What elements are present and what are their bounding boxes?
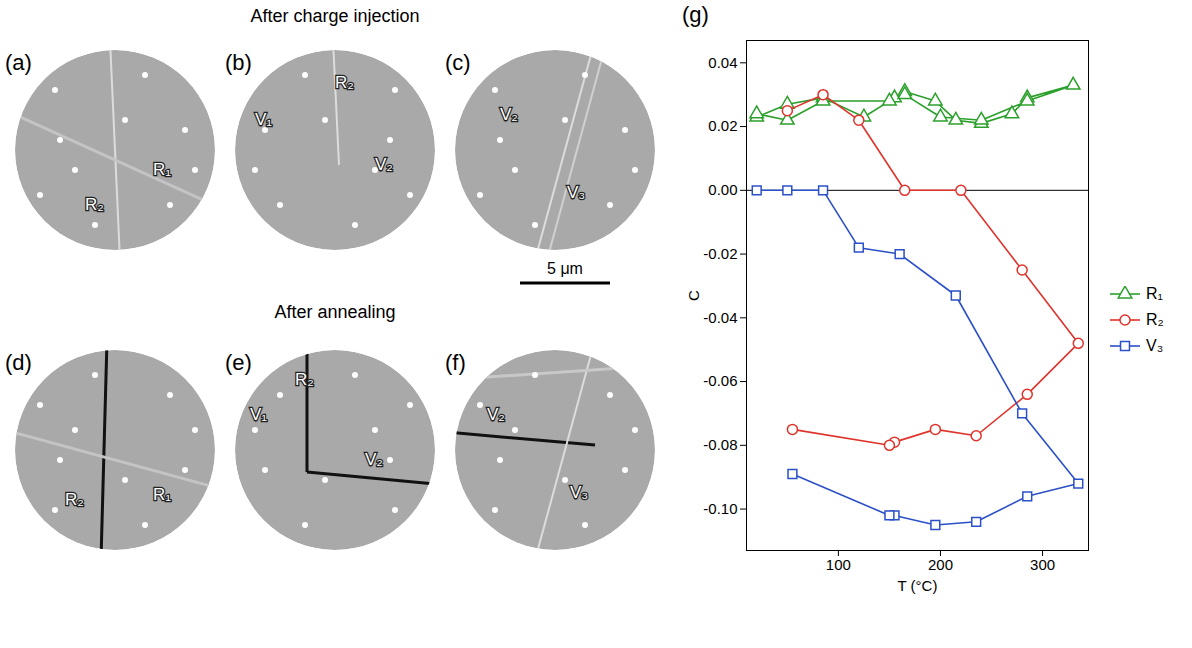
svg-text:-0.06: -0.06 — [703, 372, 737, 389]
svg-text:(e): (e) — [225, 350, 252, 375]
svg-text:200: 200 — [928, 556, 953, 573]
svg-text:V₁: V₁ — [250, 405, 267, 424]
svg-text:-0.04: -0.04 — [703, 309, 737, 326]
svg-text:V₂: V₂ — [500, 105, 518, 124]
svg-text:After charge injection: After charge injection — [250, 6, 419, 26]
svg-text:5 μm: 5 μm — [547, 260, 583, 277]
svg-text:-0.10: -0.10 — [703, 500, 737, 517]
svg-text:0.04: 0.04 — [708, 54, 737, 71]
html-text:R₂: R₂ — [1146, 311, 1164, 328]
svg-text:(c): (c) — [445, 50, 471, 75]
svg-text:R₂: R₂ — [295, 370, 314, 389]
svg-text:-0.08: -0.08 — [703, 436, 737, 453]
svg-text:T (°C): T (°C) — [898, 577, 938, 594]
svg-text:R₁: R₁ — [153, 485, 171, 504]
svg-text:V₁: V₁ — [255, 110, 272, 129]
svg-text:V₂: V₂ — [375, 155, 393, 174]
svg-text:V₃: V₃ — [567, 183, 585, 202]
svg-text:(d): (d) — [5, 350, 32, 375]
svg-text:-0.02: -0.02 — [703, 245, 737, 262]
svg-text:100: 100 — [826, 556, 851, 573]
svg-text:R₁: R₁ — [153, 160, 171, 179]
svg-text:(f): (f) — [445, 350, 466, 375]
svg-text:R₂: R₂ — [85, 195, 104, 214]
svg-text:R₂: R₂ — [65, 490, 84, 509]
svg-text:V₃: V₃ — [570, 483, 588, 502]
svg-text:0.02: 0.02 — [708, 117, 737, 134]
svg-text:C: C — [685, 290, 702, 301]
svg-text:After annealing: After annealing — [274, 302, 395, 322]
svg-text:300: 300 — [1030, 556, 1055, 573]
svg-text:R₂: R₂ — [335, 73, 354, 92]
svg-text:V₂: V₂ — [487, 405, 505, 424]
svg-text:(a): (a) — [5, 50, 32, 75]
svg-text:V₂: V₂ — [365, 450, 383, 469]
html-text:(g): (g) — [682, 2, 709, 27]
html-text:V₃: V₃ — [1146, 337, 1164, 354]
svg-text:0.00: 0.00 — [708, 181, 737, 198]
html-text:R₁: R₁ — [1146, 285, 1163, 302]
svg-text:(b): (b) — [225, 50, 252, 75]
